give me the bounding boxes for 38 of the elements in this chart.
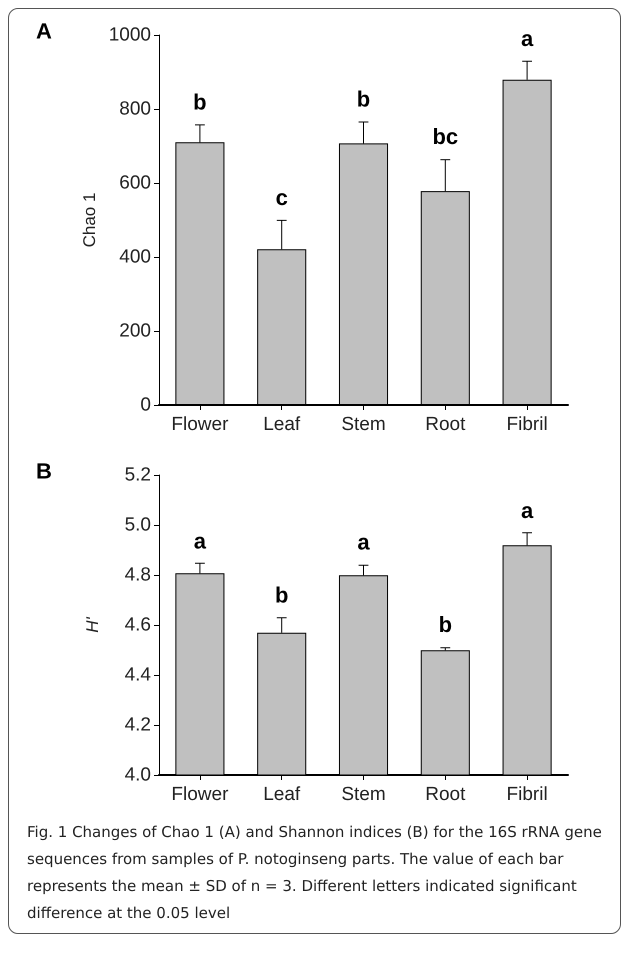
annotation: a <box>357 529 370 554</box>
annotation: a <box>194 528 207 554</box>
y-tick-label: 0 <box>140 394 151 416</box>
y-tick-label: 800 <box>119 98 151 120</box>
x-tick-label: Flower <box>171 784 230 805</box>
y-tick-label: 600 <box>119 172 151 194</box>
annotation: b <box>438 612 452 637</box>
y-tick-label: 400 <box>119 246 151 268</box>
annotation: bc <box>432 124 458 150</box>
y-axis-title: H' <box>83 616 102 633</box>
y-tick-label: 4.4 <box>124 664 152 686</box>
x-tick-label: Root <box>425 784 466 805</box>
x-tick-label: Fibril <box>506 784 548 805</box>
y-tick-label: 4.2 <box>124 714 151 736</box>
annotation: a <box>520 26 534 51</box>
y-tick-label: 5.2 <box>124 464 151 486</box>
chart-title: B <box>36 458 52 484</box>
y-tick-label: 5.0 <box>124 514 151 536</box>
x-tick-label: Leaf <box>263 414 301 435</box>
y-tick-label: 4.8 <box>124 564 151 586</box>
x-tick-label: Leaf <box>263 784 301 805</box>
chart-title: A <box>36 18 52 44</box>
x-tick-label: Root <box>425 414 466 435</box>
x-tick-label: Stem <box>341 414 386 435</box>
caption: Fig. 1 Changes of Chao 1 (A) and Shannon indices (B) for the 16S rRNA gene sequences from samples of P. notoginseng parts. The value of each bar represents the mean ± SD of n = 3. Different letters indicated significant difference at the 0.05 level <box>26 822 603 924</box>
annotation: c <box>276 184 288 210</box>
y-axis-title: Chao 1 <box>80 192 99 248</box>
annotation: b <box>193 89 207 114</box>
y-tick-label: 4.0 <box>124 764 151 786</box>
y-tick-label: 4.6 <box>124 614 151 636</box>
y-tick-label: 200 <box>119 320 151 342</box>
annotation: a <box>520 498 534 523</box>
y-tick-label: 1000 <box>108 24 151 46</box>
x-tick-label: Fibril <box>506 414 548 435</box>
annotation: b <box>356 86 370 112</box>
annotation: b <box>274 582 288 608</box>
x-tick-label: Stem <box>341 784 386 805</box>
x-tick-label: Flower <box>171 414 230 435</box>
